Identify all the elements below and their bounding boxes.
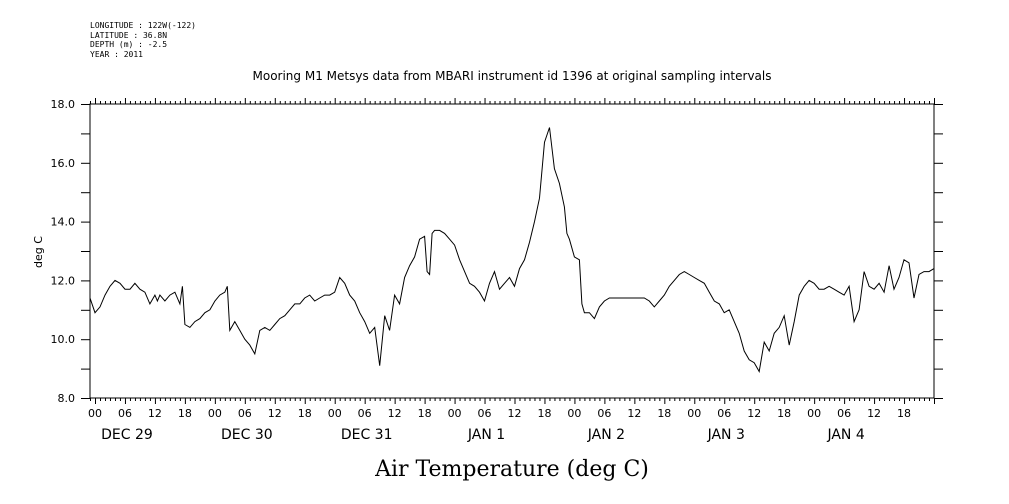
y-axis-label: deg C [32,236,45,268]
y-tick-label: 12.0 [51,274,76,287]
x-hour-tick-label: 18 [537,407,551,420]
plot-frame [89,103,935,399]
x-hour-tick-label: 18 [418,407,432,420]
x-hour-tick-label: 12 [148,407,162,420]
x-day-label: DEC 31 [341,427,393,443]
x-day-label: JAN 1 [467,427,505,443]
axis-labels: 00 06 12 18 00 06 12 18 00 06 12 18 00 06 12 18 00 06 12 18… [51,98,912,443]
metadata-block: LONGITUDE : 122W(-122) LATITUDE : 36.8N … [90,21,196,59]
x-hour-tick-label: 06 [238,407,252,420]
air-temperature-line [89,127,935,373]
x-hour-tick-label: 18 [657,407,671,420]
x-hour-tick-label: 06 [478,407,492,420]
x-hour-tick-label: 00 [208,407,222,420]
x-hour-tick-label: 00 [448,407,462,420]
x-hour-tick-label: 18 [777,407,791,420]
x-hour-tick-label: 00 [687,407,701,420]
x-hour-tick-label: 00 [807,407,821,420]
x-hour-tick-label: 06 [597,407,611,420]
y-tick-label: 8.0 [58,392,76,405]
x-hour-tick-label: 12 [507,407,521,420]
x-day-label: DEC 29 [101,427,153,443]
x-hour-tick-label: 06 [837,407,851,420]
year-text: YEAR : 2011 [90,49,143,59]
y-tick-label: 18.0 [51,98,76,111]
x-hour-tick-label: 12 [388,407,402,420]
depth-text: DEPTH (m) : -2.5 [90,40,168,49]
x-day-label: JAN 3 [707,427,745,443]
x-hour-tick-label: 06 [118,407,132,420]
axis-ticks [81,98,943,404]
longitude-text: LONGITUDE : 122W(-122) [90,21,196,30]
x-hour-tick-label: 12 [867,407,881,420]
x-axis-label: Air Temperature (deg C) [374,457,649,482]
y-tick-label: 14.0 [51,216,76,229]
x-hour-tick-label: 12 [268,407,282,420]
x-day-label: JAN 2 [587,427,625,443]
x-day-label: DEC 30 [221,427,273,443]
chart-title: Mooring M1 Metsys data from MBARI instru… [253,69,772,83]
x-hour-tick-label: 18 [178,407,192,420]
x-hour-tick-label: 00 [328,407,342,420]
x-hour-tick-label: 06 [358,407,372,420]
x-day-label: JAN 4 [826,427,864,443]
x-hour-tick-label: 00 [567,407,581,420]
x-hour-tick-label: 12 [747,407,761,420]
x-hour-tick-label: 06 [717,407,731,420]
latitude-text: LATITUDE : 36.8N [90,30,168,40]
y-tick-label: 16.0 [51,157,76,170]
x-hour-tick-label: 18 [298,407,312,420]
y-tick-label: 10.0 [51,333,76,346]
x-hour-tick-label: 00 [88,407,102,420]
x-hour-tick-label: 12 [627,407,641,420]
x-hour-tick-label: 18 [897,407,911,420]
